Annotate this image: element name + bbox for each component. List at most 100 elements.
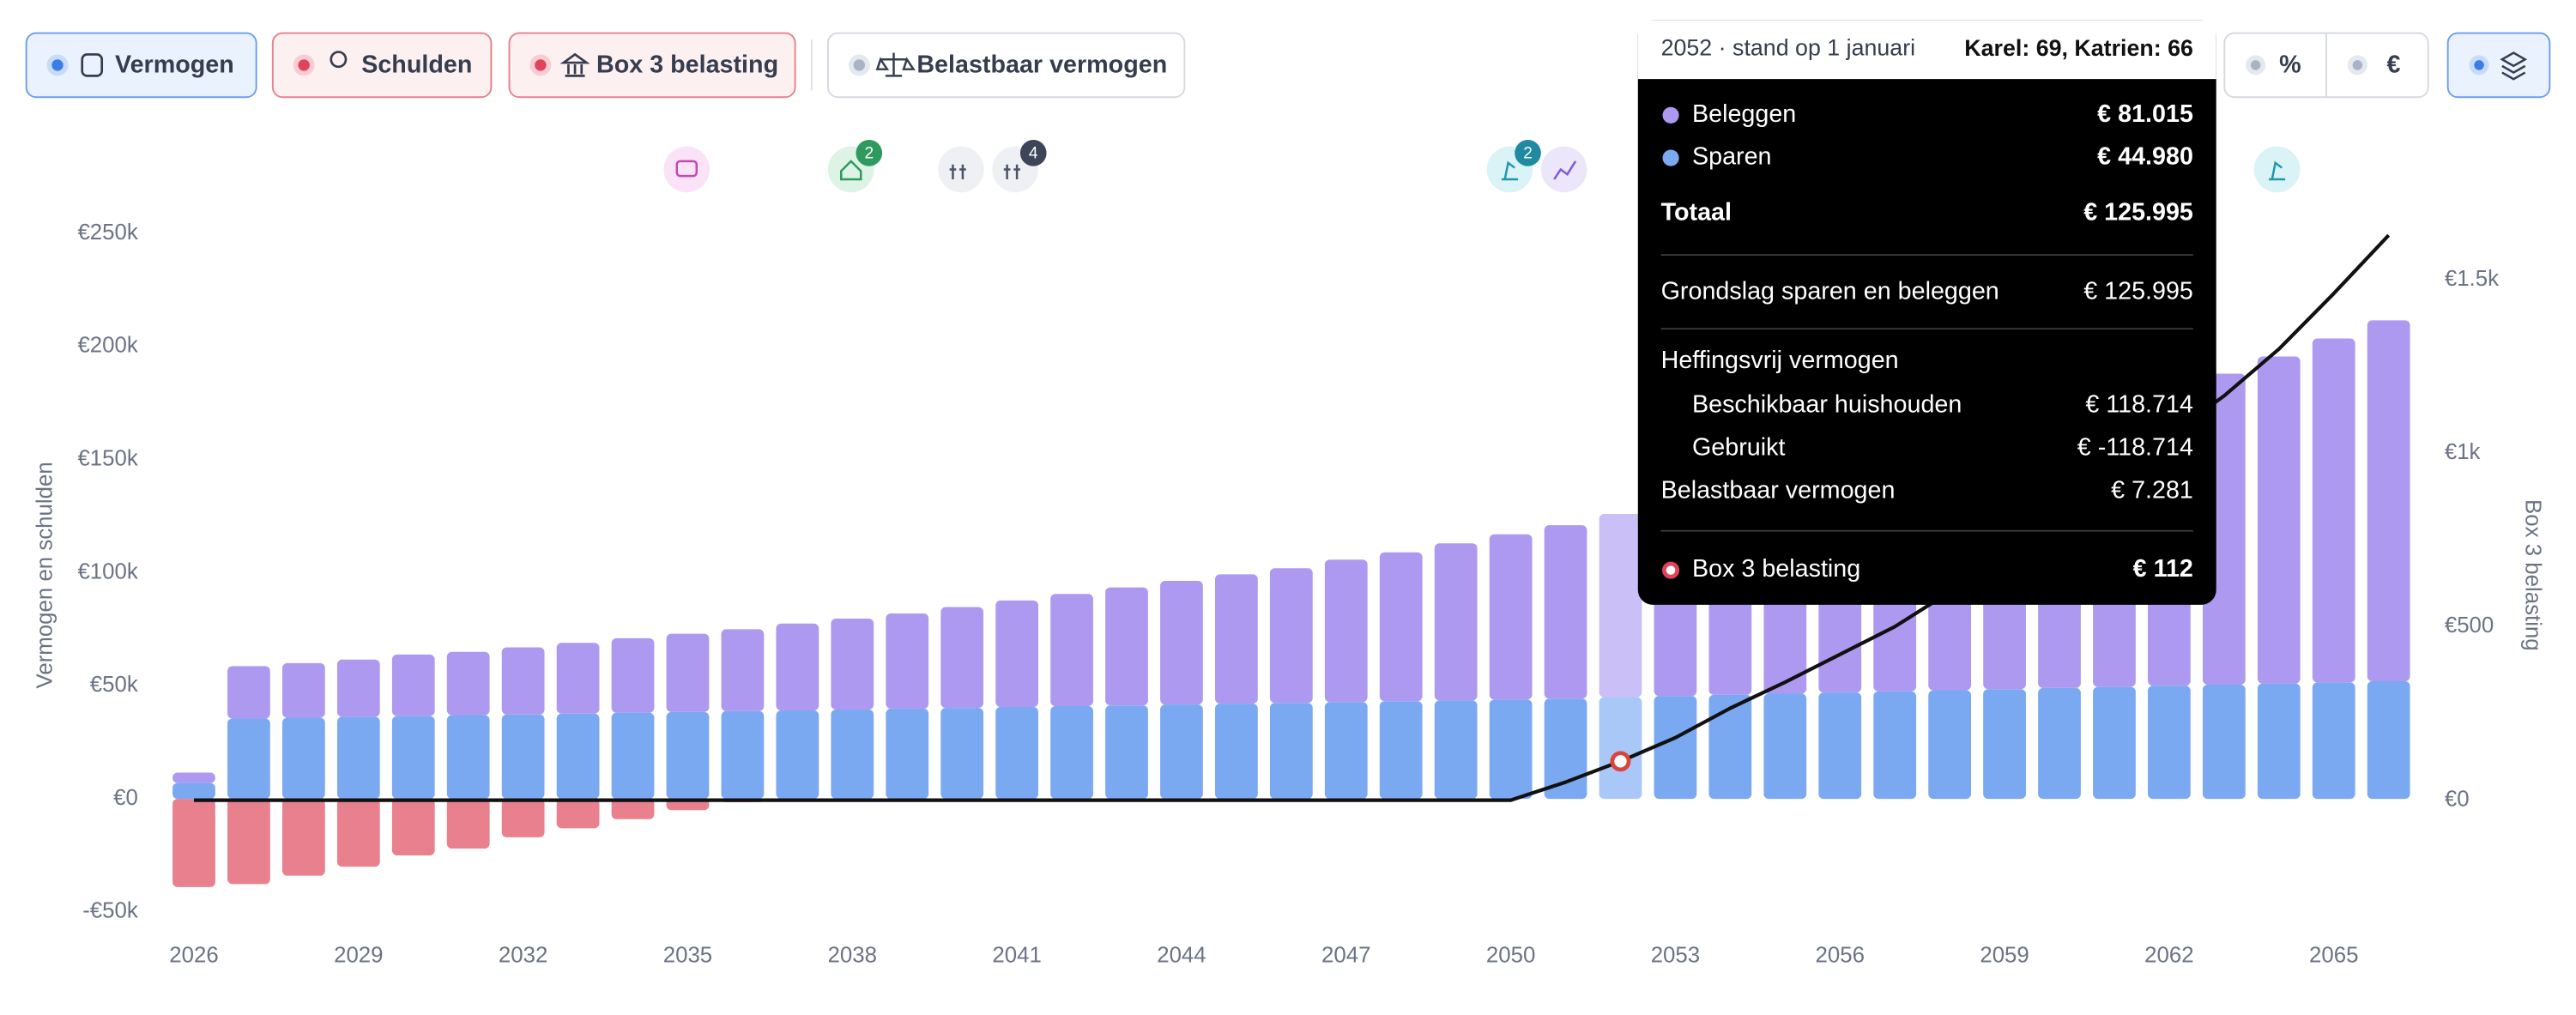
legend-button[interactable]: Vermogen [25,32,257,99]
legend-button[interactable]: Box 3 belasting [508,32,796,99]
toolbar-button[interactable]: % [2246,51,2301,78]
tooltip-dot [1662,149,1679,166]
bar [995,600,1039,708]
legend-button[interactable]: Schulden [271,32,493,99]
legend-dot [848,54,870,76]
bar [172,782,215,800]
tooltip-year: 2052 [1661,35,1713,61]
bar [1214,704,1258,800]
bar [940,708,984,800]
bar [1763,693,1807,800]
bar [831,619,874,710]
badge-count: 4 [1029,144,1038,162]
tooltip: 2052 · stand op 1 januari Karel: 69, Kat… [1637,20,2216,605]
bar [995,707,1039,800]
y-tick-label: €200k [77,334,137,358]
icon [81,53,104,77]
tooltip-bg [1637,20,2216,605]
events: 2 4 2 [663,140,2301,193]
bar [1489,699,1533,800]
bar [2367,681,2410,800]
tooltip-header [1637,20,2216,80]
tooltip-value: € 125.995 [2083,278,2193,305]
bar [2148,686,2191,800]
tooltip-label: Belastbaar vermogen [1661,476,1896,504]
y2-tick-label: €1k [2445,440,2481,464]
bar [1050,594,1093,707]
y2-tick-label: €1.5k [2445,267,2499,291]
legend-label: Vermogen [115,51,234,78]
tooltip-value: € 125.995 [2083,199,2193,227]
bar [281,799,325,876]
bar [446,651,490,716]
bar [776,623,819,711]
bar [611,712,655,800]
bar [446,715,490,800]
legend-button[interactable]: Belastbaar vermogen [826,32,1186,99]
icon [559,52,590,77]
legend-label: Box 3 belasting [596,51,778,78]
bar [1599,697,1642,800]
bar [1434,700,1478,800]
legend-dot [293,54,315,76]
icon [1003,164,1020,179]
tooltip-title: 2052 · stand op 1 januari [1661,35,1915,61]
badge [1515,140,1541,166]
tooltip-dot [1662,561,1680,579]
bar [886,708,929,800]
y2-tick-label: €500 [2445,613,2494,637]
bar [391,799,435,855]
button-bg [2446,32,2551,99]
bar [940,607,984,709]
x-tick-label: 2035 [663,943,712,967]
bar [281,662,325,718]
x-tick-label: 2062 [2144,943,2193,967]
y-tick-label: €250k [77,221,137,245]
bar [1379,552,1423,702]
bar [1434,543,1478,701]
tooltip-label: Box 3 belasting [1692,555,1860,583]
bar [2257,683,2301,800]
icon [1553,160,1577,180]
bar [1160,580,1203,705]
dot [2246,55,2266,76]
bar [501,714,545,800]
bar [1873,691,1917,800]
bar [886,613,929,709]
icon [330,51,348,69]
bar [1489,534,1533,700]
bar [831,709,874,800]
event-icon[interactable] [2253,146,2301,193]
toolbar-button[interactable]: € [2347,51,2401,78]
toolbar-button[interactable] [2446,32,2551,99]
bar [776,710,819,800]
tooltip-label: Beleggen [1692,100,1796,128]
bar [1928,690,1972,800]
bar [1599,513,1642,698]
toolbar: % € [2223,32,2551,99]
bar [391,716,435,800]
icon [2500,51,2528,81]
bar [446,799,490,849]
bar [1379,701,1423,800]
event-icon[interactable] [1540,146,1587,193]
bar [501,647,545,715]
event-icon[interactable] [663,146,711,193]
toolbar-label: % [2279,51,2301,78]
bar [1708,694,1752,800]
line-marker [1610,751,1631,772]
bar [2257,356,2301,684]
bar [1544,698,1587,800]
tooltip-label: Totaal [1661,199,1732,227]
bar [2202,684,2246,800]
tooltip-label: Beschikbaar huishouden [1692,391,1962,419]
toolbar-label: € [2387,51,2401,78]
y-tick-label: -€50k [82,899,138,923]
badge-count: 2 [864,144,874,162]
x-tick-label: 2029 [334,943,383,967]
y-tick-label: €100k [77,559,137,583]
tooltip-value: € 81.015 [2097,100,2193,128]
bar [501,799,545,837]
bar [227,718,270,800]
